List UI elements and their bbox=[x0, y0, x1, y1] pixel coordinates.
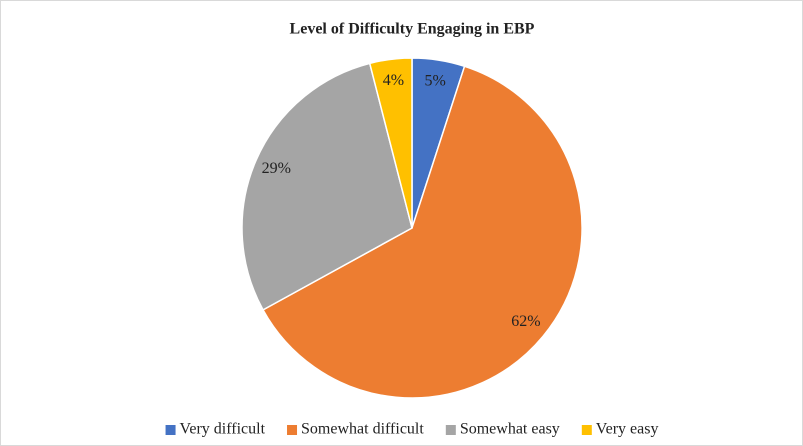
data-label: 5% bbox=[424, 73, 445, 90]
pie-slice bbox=[262, 65, 583, 399]
legend-swatch bbox=[445, 425, 456, 435]
chart-title: Level of Difficulty Engaging in EBP bbox=[290, 21, 535, 38]
data-label: 4% bbox=[383, 72, 404, 89]
pie-slice bbox=[241, 62, 413, 311]
legend-label: Very difficult bbox=[180, 421, 266, 438]
legend: Very difficult Somewhat difficult Somewhat… bbox=[165, 421, 659, 438]
data-label: 62% bbox=[511, 313, 540, 330]
legend-swatch bbox=[287, 425, 298, 435]
legend-swatch bbox=[165, 425, 176, 435]
pie-slice bbox=[368, 57, 413, 229]
legend-swatch bbox=[581, 425, 592, 435]
legend-label: Very easy bbox=[596, 421, 659, 438]
legend-label: Somewhat easy bbox=[460, 421, 560, 438]
data-label: 29% bbox=[262, 160, 291, 177]
legend-label: Somewhat difficult bbox=[301, 421, 424, 438]
